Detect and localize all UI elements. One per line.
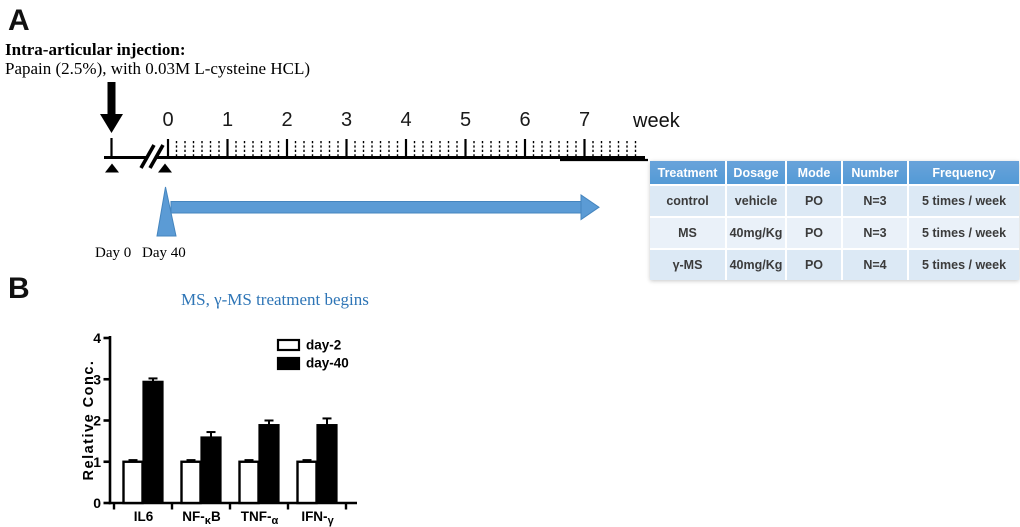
bar-day-2-NF-κB [180, 460, 202, 505]
table-cell: 5 times / week [909, 218, 1019, 248]
table-cell: γ-MS [650, 250, 725, 280]
table-header-cell: Dosage [727, 161, 785, 184]
y-tick-label: 3 [93, 371, 101, 387]
treatment-note: MS, γ-MS treatment begins [181, 290, 369, 309]
week-numeral: 6 [519, 109, 531, 131]
timeline-ticks [166, 139, 637, 157]
treatment-table: Treatment Dosage Mode Number Frequency contro… [650, 161, 1019, 280]
x-category-label: NF-κB [182, 509, 221, 527]
table-cell: PO [787, 250, 841, 280]
week-unit-label: week [633, 110, 680, 132]
week-numerals: 0 1 2 3 4 5 6 7 [0, 109, 700, 133]
legend-swatch-day-2 [276, 338, 301, 352]
x-category-label: IFN-γ [301, 509, 334, 527]
table-header-cell: Number [843, 161, 907, 184]
table-cell: 5 times / week [909, 186, 1019, 216]
table-cell: 40mg/Kg [727, 218, 785, 248]
treatment-duration-arrow-icon [170, 194, 600, 221]
panel-a-label: A [8, 4, 30, 37]
table-header-cell: Treatment [650, 161, 725, 184]
bar-day-2-TNF-α [238, 460, 260, 505]
axis-break-icon [139, 142, 165, 171]
bar-day-2-IL6 [122, 460, 144, 505]
injection-title: Intra-articular injection: [5, 40, 186, 59]
y-tick-label: 4 [93, 330, 101, 346]
panel-b-label: B [8, 272, 30, 305]
injection-detail: Papain (2.5%), with 0.03M L-cysteine HCL… [5, 59, 310, 78]
table-header-cell: Frequency [909, 161, 1019, 184]
legend-swatch-day-40 [276, 356, 301, 371]
week-numeral: 5 [459, 109, 472, 131]
y-tick-label: 2 [93, 413, 101, 429]
table-cell: PO [787, 218, 841, 248]
y-axis-title: Relative Conc. [81, 360, 97, 481]
table-cell: N=3 [843, 218, 907, 248]
table-cell: PO [787, 186, 841, 216]
legend-label-day-2: day-2 [306, 338, 341, 353]
cytokine-bar-chart: 0 1 2 3 4 IL6 NF-κB TNF-α IFN-γ day-2 day-40 Relati… [81, 330, 357, 527]
y-tick-label: 0 [93, 495, 101, 511]
week-numeral: 1 [221, 109, 234, 131]
week-numeral: 7 [578, 109, 591, 131]
table-cell: control [650, 186, 725, 216]
day0-marker-icon [105, 163, 119, 173]
table-header-cell: Mode [787, 161, 841, 184]
bar-day-40-NF-κB [200, 436, 222, 504]
bar-day-40-IL6 [142, 380, 164, 504]
table-cell: N=3 [843, 186, 907, 216]
table-cell: N=4 [843, 250, 907, 280]
timeline-diagram [100, 82, 648, 237]
week-numeral: 4 [400, 109, 412, 131]
legend-label-day-40: day-40 [306, 356, 349, 371]
injection-arrow-icon [100, 82, 123, 133]
table-cell: vehicle [727, 186, 785, 216]
x-category-label: IL6 [134, 509, 154, 524]
y-tick-label: 1 [93, 454, 101, 470]
bar-day-40-TNF-α [258, 424, 280, 504]
table-cell: MS [650, 218, 725, 248]
table-cell: 5 times / week [909, 250, 1019, 280]
bar-day-40-IFN-γ [316, 424, 338, 504]
day0-label: Day 0 [95, 245, 132, 261]
week-numeral: 0 [162, 109, 174, 131]
bar-day-2-IFN-γ [296, 460, 318, 505]
table-cell: 40mg/Kg [727, 250, 785, 280]
day40-marker-icon [158, 163, 172, 173]
week-numeral: 2 [281, 109, 293, 131]
week-numeral: 3 [340, 109, 353, 131]
day40-label: Day 40 [142, 245, 186, 261]
x-category-label: TNF-α [241, 509, 279, 527]
